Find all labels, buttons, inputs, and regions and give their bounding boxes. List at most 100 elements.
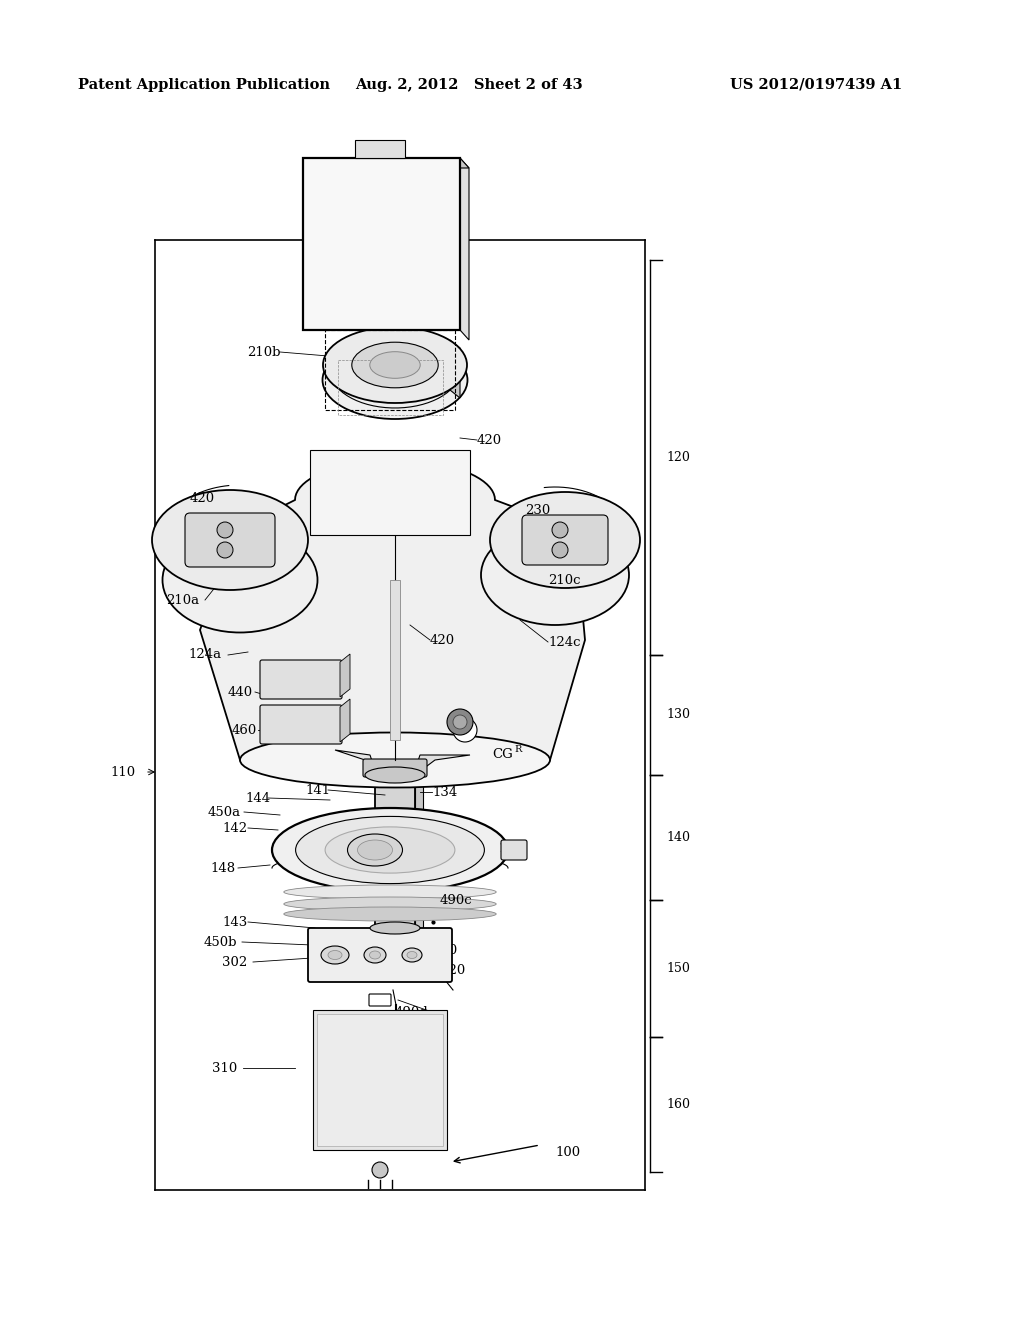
Text: 150: 150 [666,962,690,975]
Ellipse shape [272,808,508,892]
Ellipse shape [364,946,386,964]
Text: Aug. 2, 2012   Sheet 2 of 43: Aug. 2, 2012 Sheet 2 of 43 [355,78,583,92]
Text: 440: 440 [228,685,253,698]
Ellipse shape [323,341,468,418]
Circle shape [453,718,477,742]
Text: 450a: 450a [208,805,241,818]
Text: 420: 420 [190,491,215,504]
FancyBboxPatch shape [362,759,427,777]
FancyBboxPatch shape [260,660,342,700]
Polygon shape [340,700,350,742]
Ellipse shape [321,946,349,964]
Polygon shape [340,653,350,697]
Text: 100: 100 [555,1146,581,1159]
Text: 124b: 124b [418,315,452,329]
FancyBboxPatch shape [185,513,275,568]
Text: 124c: 124c [548,635,581,648]
Circle shape [447,709,473,735]
Text: 302: 302 [222,956,247,969]
Text: 142: 142 [222,821,247,834]
Circle shape [453,715,467,729]
Polygon shape [200,461,585,760]
Bar [390,579,400,741]
Ellipse shape [370,921,420,935]
Text: 143: 143 [222,916,247,928]
Polygon shape [450,341,460,399]
Text: 124a: 124a [188,648,221,661]
Bar [338,360,443,414]
Bar [325,330,455,411]
Text: 148: 148 [210,862,236,874]
Text: 230: 230 [525,503,550,516]
Ellipse shape [163,528,317,632]
Ellipse shape [284,898,497,911]
Ellipse shape [296,816,484,883]
FancyBboxPatch shape [369,994,391,1006]
Text: 310: 310 [212,1061,238,1074]
Text: 460: 460 [232,723,257,737]
Bar [310,450,470,535]
Text: R: R [514,746,521,755]
Text: 110: 110 [111,766,136,779]
Text: 210b: 210b [247,346,281,359]
Polygon shape [303,158,469,168]
Text: 450b: 450b [204,936,238,949]
Text: 130: 130 [666,709,690,722]
Ellipse shape [325,826,455,873]
Text: 160: 160 [666,1098,690,1111]
Text: 420: 420 [430,634,455,647]
Text: 420: 420 [477,433,502,446]
Ellipse shape [490,492,640,587]
Bar [317,1014,443,1146]
Ellipse shape [240,733,550,788]
Text: Patent Application Publication: Patent Application Publication [78,78,330,92]
Text: US 2012/0197439 A1: US 2012/0197439 A1 [730,78,902,92]
Circle shape [372,1162,388,1177]
Ellipse shape [328,950,342,960]
Text: 490d: 490d [395,1006,429,1019]
Polygon shape [355,140,406,158]
Text: 170: 170 [498,842,523,854]
Text: 141: 141 [305,784,330,796]
Text: 134: 134 [432,785,458,799]
Ellipse shape [152,490,308,590]
Polygon shape [460,158,469,341]
Text: 140: 140 [666,832,690,843]
Circle shape [217,521,233,539]
Text: 120: 120 [666,451,690,465]
Text: D: D [342,305,352,318]
Text: 490c: 490c [440,894,473,907]
Ellipse shape [284,907,497,921]
Polygon shape [415,755,470,775]
Ellipse shape [352,342,438,388]
Text: 210c: 210c [548,573,581,586]
Circle shape [552,543,568,558]
Ellipse shape [357,840,392,861]
Ellipse shape [481,525,629,624]
Text: CG: CG [492,748,513,762]
FancyBboxPatch shape [260,705,342,744]
Ellipse shape [370,351,420,379]
Bar [375,775,415,928]
Polygon shape [335,750,375,775]
FancyBboxPatch shape [308,928,452,982]
Ellipse shape [284,884,497,899]
Circle shape [217,543,233,558]
Circle shape [323,718,347,742]
Ellipse shape [370,950,381,960]
FancyBboxPatch shape [522,515,608,565]
Text: 144: 144 [245,792,270,804]
Text: R: R [352,302,359,312]
Ellipse shape [365,767,425,783]
Text: FIG. 2: FIG. 2 [348,191,442,219]
Ellipse shape [402,948,422,962]
Polygon shape [303,158,460,330]
Text: 210a: 210a [166,594,199,606]
Text: 320: 320 [440,964,465,977]
FancyBboxPatch shape [501,840,527,861]
Ellipse shape [323,327,467,403]
Circle shape [552,521,568,539]
Bar [313,1010,447,1150]
Text: 350: 350 [432,944,458,957]
Bar [415,777,423,928]
